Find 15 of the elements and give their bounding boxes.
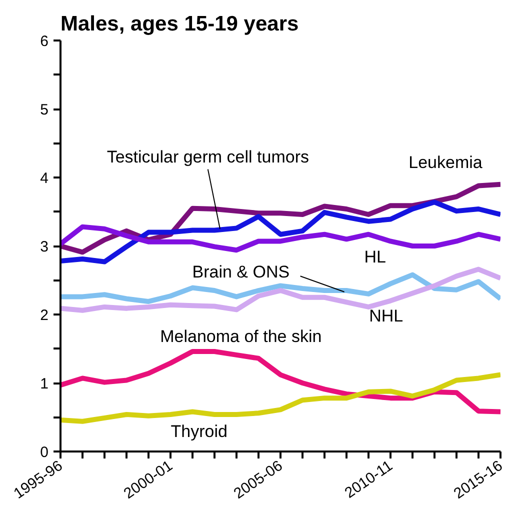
series-label: HL bbox=[364, 247, 386, 266]
y-tick-label: 2 bbox=[40, 307, 48, 324]
series-label: NHL bbox=[369, 306, 404, 326]
text: Testicular germ cell tumors bbox=[106, 147, 309, 166]
y-tick-label: 3 bbox=[40, 238, 48, 256]
y-tick-label: 0 bbox=[40, 444, 48, 461]
y-tick-label: 6 bbox=[40, 33, 48, 50]
y-tick-label: 4 bbox=[40, 170, 48, 187]
y-tick-label: 1 bbox=[40, 376, 48, 392]
series-label: Leukemia bbox=[408, 152, 483, 172]
y-tick-label: 5 bbox=[40, 102, 48, 118]
series-label: Brain & ONS bbox=[192, 262, 290, 282]
series-label: Thyroid bbox=[170, 422, 228, 442]
series-label: Melanoma of the skin bbox=[160, 326, 322, 346]
chart-title: Males, ages 15-19 years bbox=[60, 12, 299, 36]
